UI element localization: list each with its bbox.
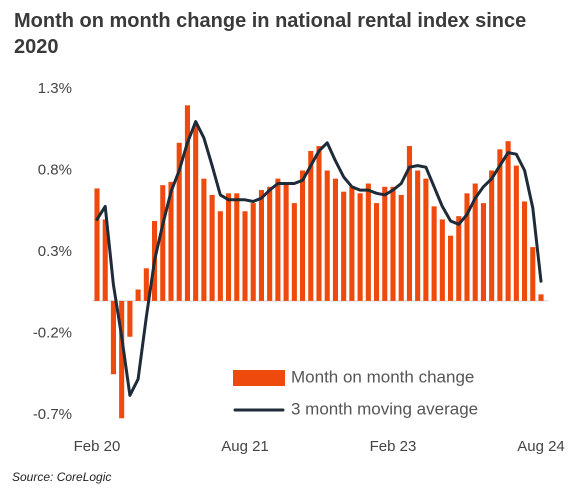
- bar: [201, 178, 207, 301]
- bar: [349, 186, 355, 301]
- bar: [513, 165, 519, 301]
- bar: [382, 186, 388, 301]
- bar: [308, 150, 314, 301]
- bar: [127, 300, 133, 337]
- bar: [242, 211, 248, 301]
- bar: [258, 190, 264, 301]
- bar: [538, 294, 544, 301]
- bar: [497, 149, 503, 301]
- x-tick-label: Feb 23: [370, 438, 417, 455]
- source-note: Source: CoreLogic: [12, 470, 112, 484]
- y-tick-label: 1.3%: [38, 80, 72, 97]
- legend-label: Month on month change: [291, 367, 474, 386]
- bar: [291, 203, 297, 301]
- bar: [505, 141, 511, 301]
- bar: [209, 194, 215, 301]
- bar: [431, 206, 437, 301]
- bar: [480, 203, 486, 301]
- x-tick-label: Aug 21: [221, 438, 269, 455]
- bar: [110, 300, 116, 375]
- bar: [365, 183, 371, 301]
- bar: [472, 183, 478, 301]
- bar: [357, 193, 363, 301]
- bar: [439, 219, 445, 301]
- bar: [316, 146, 322, 301]
- bar: [176, 142, 182, 301]
- bar: [522, 201, 528, 301]
- bar: [332, 178, 338, 301]
- bar: [102, 219, 108, 301]
- bar: [143, 268, 149, 301]
- bar: [324, 170, 330, 301]
- y-tick-label: 0.3%: [38, 243, 72, 260]
- bar: [406, 146, 412, 301]
- y-tick-label: -0.2%: [33, 324, 72, 341]
- bar: [160, 185, 166, 301]
- bar: [283, 183, 289, 301]
- x-tick-label: Feb 20: [74, 438, 121, 455]
- legend-label: 3 month moving average: [291, 399, 478, 418]
- bar: [94, 188, 100, 301]
- bar: [234, 193, 240, 301]
- bar: [135, 289, 141, 301]
- bar: [217, 211, 223, 301]
- bar: [448, 235, 454, 301]
- chart-title: Month on month change in national rental…: [14, 10, 527, 58]
- bar: [464, 193, 470, 301]
- bar: [300, 170, 306, 301]
- bar: [390, 186, 396, 301]
- bar: [398, 194, 404, 301]
- bar: [267, 186, 273, 301]
- bar: [341, 191, 347, 301]
- bar: [226, 193, 232, 301]
- bar: [374, 203, 380, 301]
- bar: [530, 247, 536, 301]
- bar: [456, 216, 462, 301]
- line: [95, 120, 543, 397]
- bar: [415, 170, 421, 301]
- y-tick-label: -0.7%: [33, 406, 72, 423]
- bar: [489, 170, 495, 301]
- bar: [275, 178, 281, 301]
- y-tick-label: 0.8%: [38, 161, 72, 178]
- bar: [119, 300, 125, 419]
- bar: [184, 105, 190, 301]
- bar: [193, 124, 199, 301]
- bar: [168, 181, 174, 301]
- legend-swatch: [233, 370, 285, 386]
- x-tick-label: Aug 24: [517, 438, 565, 455]
- bar: [250, 203, 256, 301]
- bar: [423, 178, 429, 301]
